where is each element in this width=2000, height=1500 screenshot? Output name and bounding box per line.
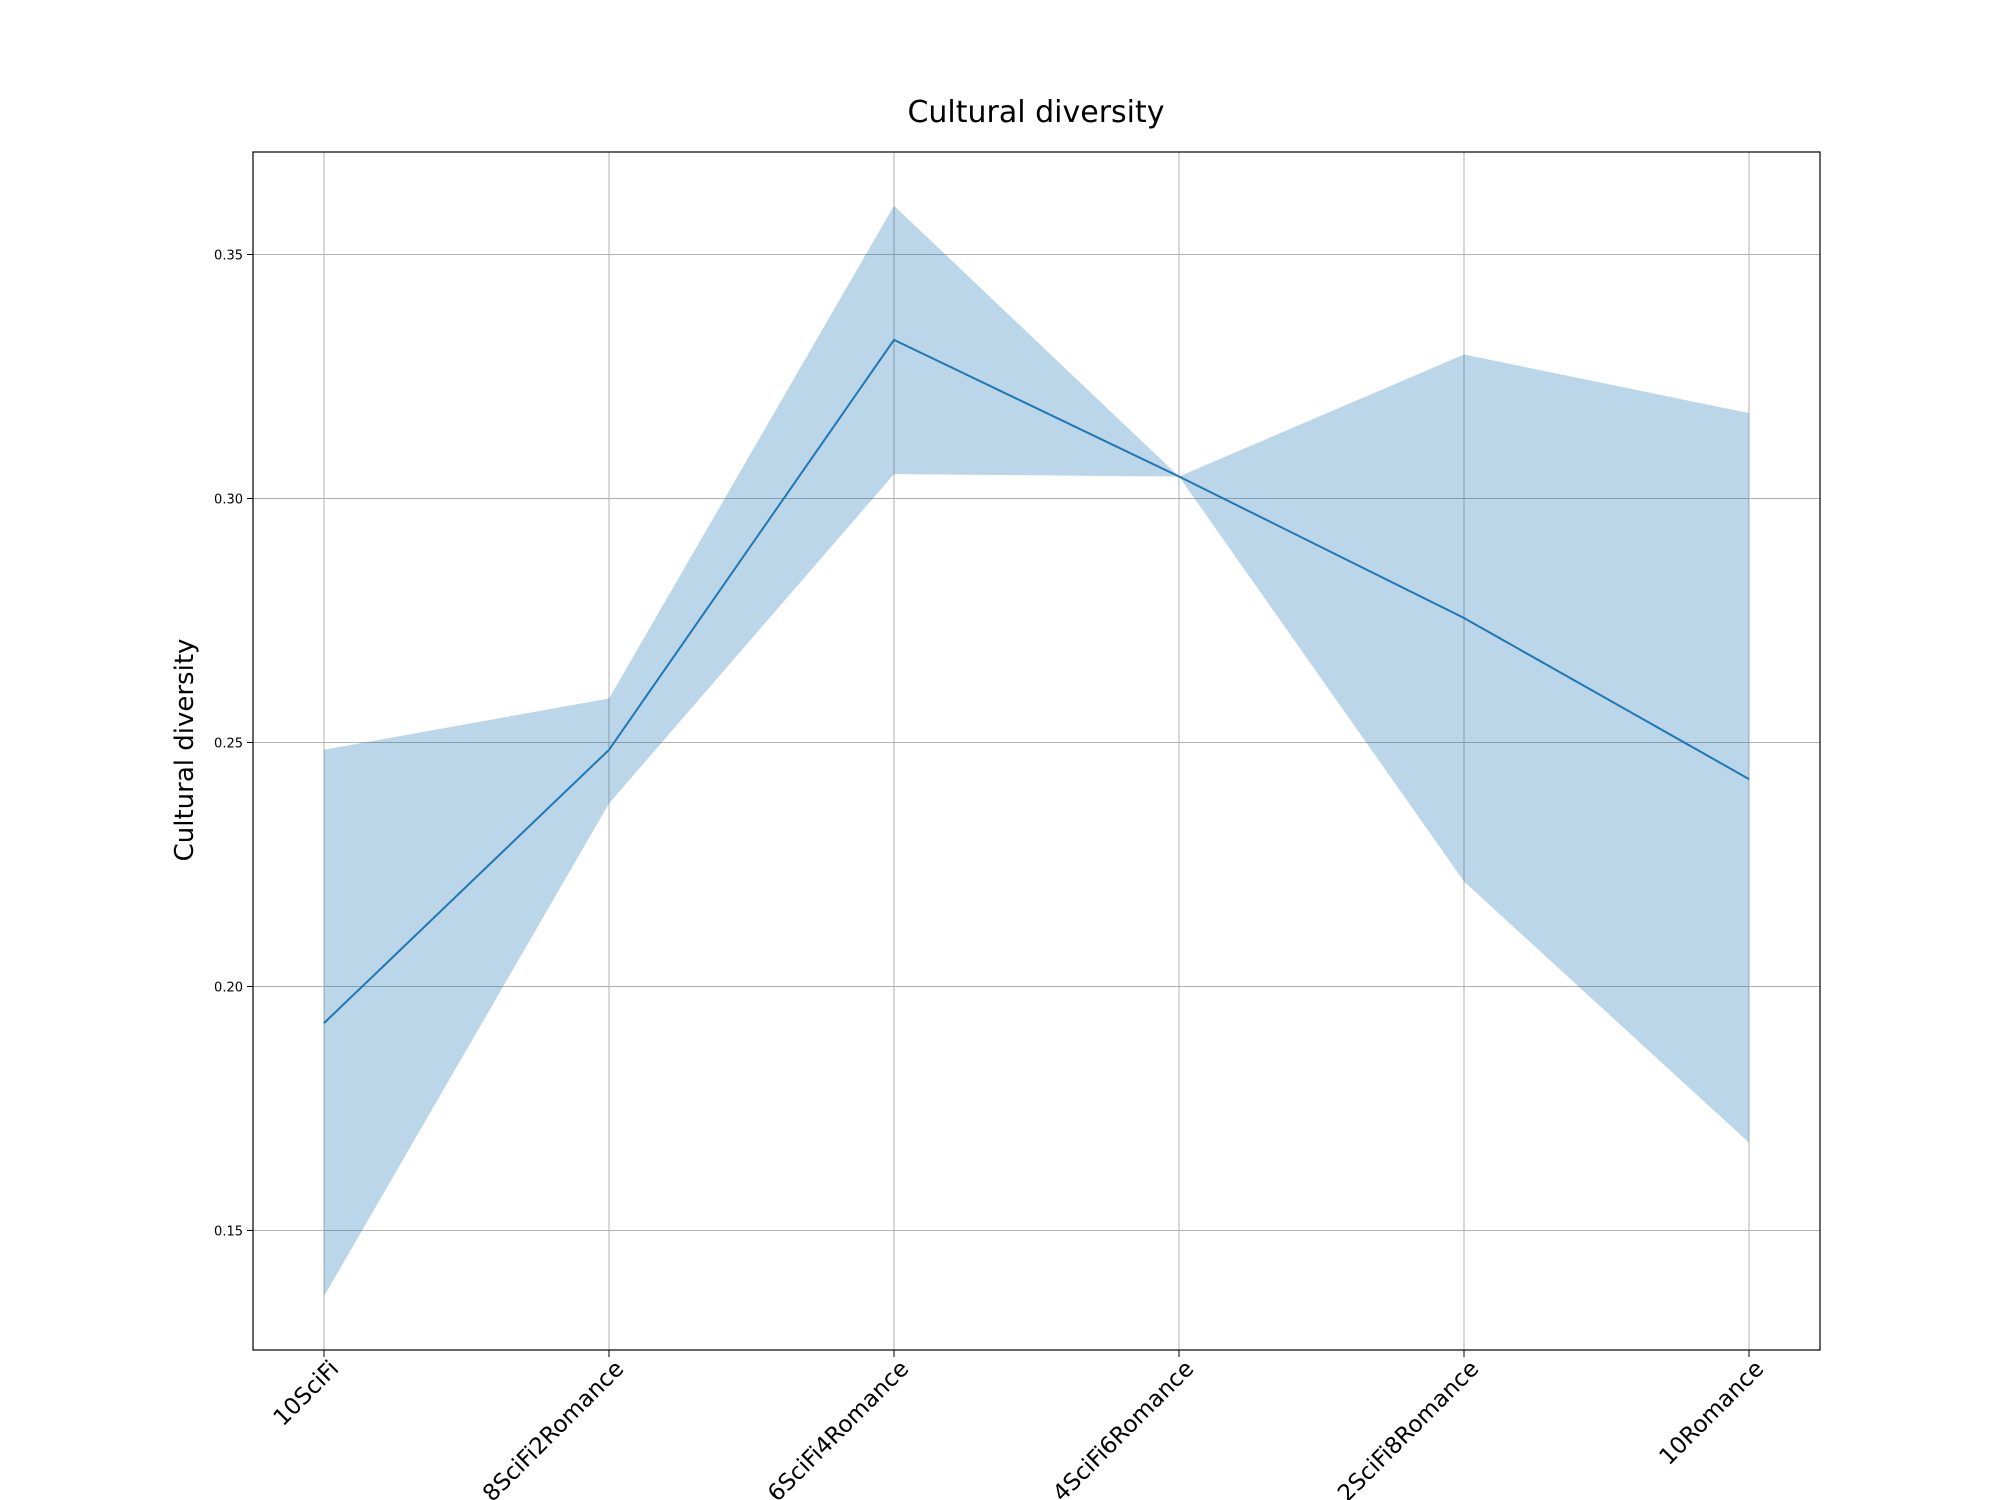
x-tick-label: 10SciFi bbox=[269, 1356, 345, 1432]
confidence-band bbox=[324, 205, 1749, 1297]
chart-title: Cultural diversity bbox=[907, 95, 1164, 130]
plot-frame bbox=[252, 151, 1821, 1351]
y-tick-label: 0.20 bbox=[214, 980, 243, 995]
confidence-band-area bbox=[324, 205, 1749, 1297]
grid bbox=[253, 152, 1820, 1350]
y-tick-label: 0.30 bbox=[214, 492, 243, 507]
x-tick-label: 10Romance bbox=[1655, 1356, 1770, 1471]
y-tick-label: 0.15 bbox=[214, 1224, 243, 1239]
x-axis-ticks: 10SciFi 8SciFi2Romance 6SciFi4Romance 4SciF… bbox=[269, 1350, 1770, 1500]
x-tick-label: 4SciFi6Romance bbox=[1048, 1356, 1199, 1500]
mean-line bbox=[323, 338, 1750, 1024]
y-tick-label: 0.25 bbox=[214, 736, 243, 751]
x-tick-label: 2SciFi8Romance bbox=[1333, 1356, 1484, 1500]
y-axis-ticks: 0.15 0.20 0.25 0.30 0.35 bbox=[214, 248, 253, 1239]
x-tick-label: 8SciFi2Romance bbox=[478, 1356, 629, 1500]
series-line bbox=[323, 338, 1750, 1024]
x-tick-label: 6SciFi4Romance bbox=[763, 1356, 914, 1500]
y-tick-label: 0.35 bbox=[214, 248, 243, 263]
y-axis-label: Cultural diversity bbox=[170, 639, 200, 862]
